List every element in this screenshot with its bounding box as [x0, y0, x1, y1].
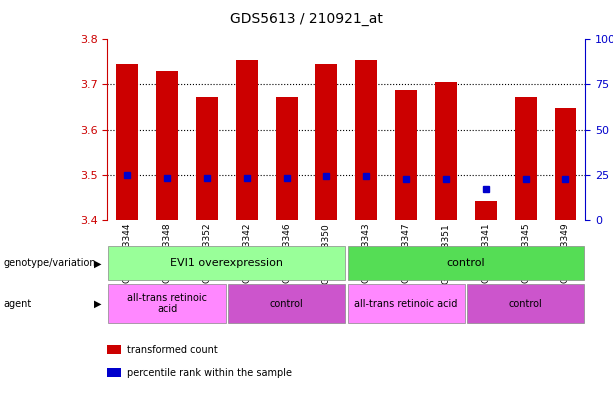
- Bar: [348, 246, 584, 280]
- Bar: [228, 284, 345, 323]
- Bar: [435, 82, 457, 220]
- Text: all-trans retinoic acid: all-trans retinoic acid: [354, 299, 458, 309]
- Bar: [467, 284, 584, 323]
- Bar: [316, 64, 337, 220]
- Text: control: control: [270, 299, 303, 309]
- Text: ▶: ▶: [94, 258, 101, 268]
- Text: ▶: ▶: [94, 299, 101, 309]
- Text: GDS5613 / 210921_at: GDS5613 / 210921_at: [230, 12, 383, 26]
- Bar: [475, 201, 497, 220]
- Bar: [515, 97, 536, 220]
- Text: control: control: [509, 299, 543, 309]
- Bar: [555, 108, 576, 220]
- Bar: [276, 97, 297, 220]
- Bar: [236, 60, 257, 220]
- Bar: [395, 90, 417, 220]
- Text: agent: agent: [3, 299, 31, 309]
- Bar: [109, 246, 345, 280]
- Text: genotype/variation: genotype/variation: [3, 258, 96, 268]
- Bar: [109, 284, 226, 323]
- Bar: [156, 71, 178, 220]
- Text: EVI1 overexpression: EVI1 overexpression: [170, 258, 283, 268]
- Bar: [356, 60, 377, 220]
- Text: transformed count: transformed count: [127, 345, 218, 355]
- Bar: [348, 284, 465, 323]
- Bar: [196, 97, 218, 220]
- Text: all-trans retinoic
acid: all-trans retinoic acid: [127, 293, 207, 314]
- Text: control: control: [446, 258, 485, 268]
- Bar: [116, 64, 138, 220]
- Text: percentile rank within the sample: percentile rank within the sample: [127, 368, 292, 378]
